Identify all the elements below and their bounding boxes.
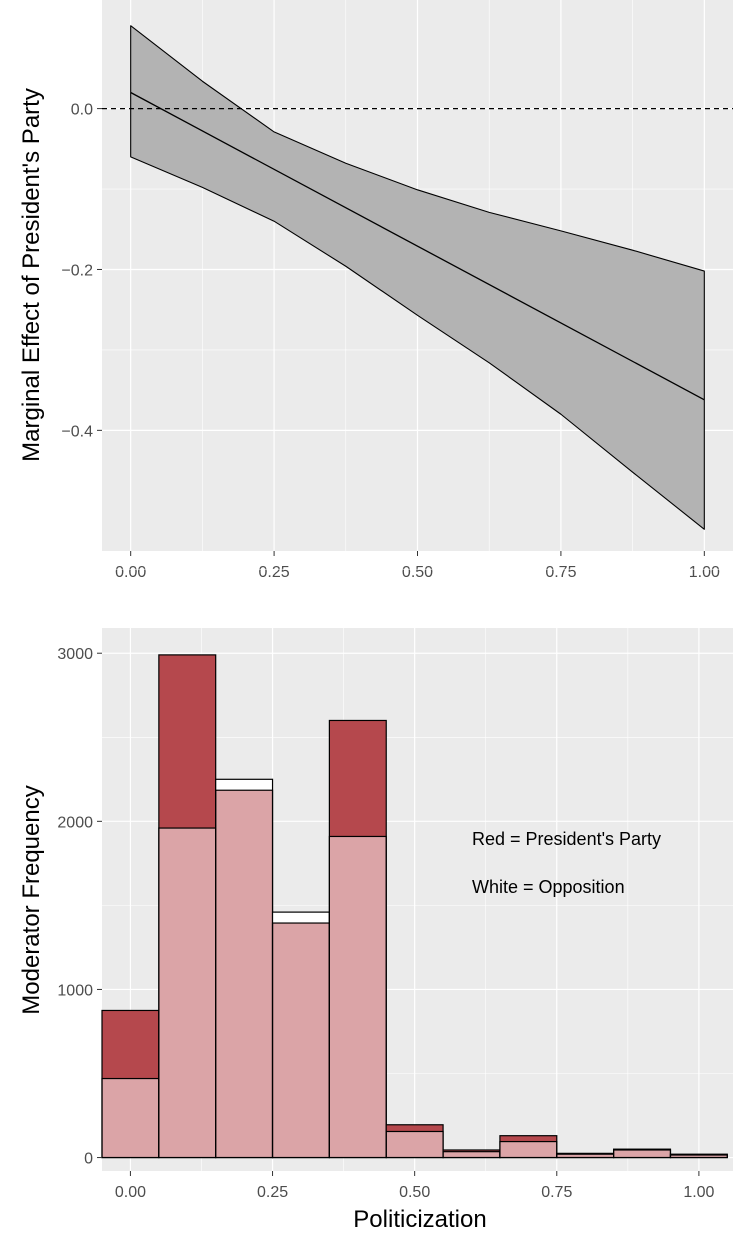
x-tick-label: 1.00 <box>689 564 720 581</box>
axis-ticks: 0.00 0.25 0.50 0.75 1.00 0 1000 2000 3000 <box>57 646 714 1201</box>
x-axis-title: Politicization <box>353 1206 486 1233</box>
opposition-bar-outline <box>499 1140 558 1159</box>
y-tick-label: 0 <box>84 1151 93 1168</box>
x-tick-label: 0.75 <box>545 564 576 581</box>
overlap-bar <box>158 828 216 1158</box>
y-axis-title: Moderator Frequency <box>18 785 45 1014</box>
opposition-bar-outline <box>385 1130 444 1159</box>
opposition-bar <box>215 779 273 791</box>
plot-data <box>102 25 733 530</box>
y-tick-label: 3000 <box>57 646 93 663</box>
x-tick-label: 0.50 <box>402 564 433 581</box>
x-tick-label: 0.25 <box>257 1184 288 1201</box>
x-tick-label: 0.50 <box>399 1184 430 1201</box>
legend-note-white: White = Opposition <box>472 877 625 897</box>
confidence-band <box>130 25 705 530</box>
president-party-bar <box>386 1124 444 1132</box>
president-party-bar <box>158 654 216 829</box>
president-party-bar <box>102 1010 159 1079</box>
x-tick-label: 1.00 <box>683 1184 714 1201</box>
x-tick-label: 0.25 <box>259 564 290 581</box>
y-tick-label: −0.2 <box>61 262 93 279</box>
opposition-bar-outline <box>328 835 387 1159</box>
president-party-bar <box>329 720 387 837</box>
x-tick-label: 0.00 <box>115 1184 146 1201</box>
overlap-bar <box>670 1155 728 1158</box>
overlap-bar <box>272 923 330 1158</box>
legend-note-red: Red = President's Party <box>472 829 661 849</box>
x-tick-label: 0.00 <box>115 564 146 581</box>
y-tick-label: 0.0 <box>71 102 93 119</box>
moderator-histogram-panel: 0.00 0.25 0.50 0.75 1.00 0 1000 2000 3000 Red = … <box>18 568 733 1233</box>
axis-ticks: 0.00 0.25 0.50 0.75 1.00 0.0 −0.2 −0.4 <box>61 102 720 581</box>
y-tick-label: −0.4 <box>61 423 93 440</box>
overlap-bar <box>215 790 273 1158</box>
x-tick-label: 0.75 <box>541 1184 572 1201</box>
overlap-bar <box>329 836 387 1158</box>
y-tick-label: 1000 <box>57 982 93 999</box>
opposition-bar <box>272 912 330 924</box>
histogram-bars <box>101 654 728 1159</box>
president-party-bar <box>443 1149 500 1152</box>
y-tick-label: 2000 <box>57 814 93 831</box>
marginal-effect-panel: 0.00 0.25 0.50 0.75 1.00 0.0 −0.2 −0.4 Marginal… <box>18 0 733 581</box>
y-axis-title: Marginal Effect of President's Party <box>18 88 45 462</box>
overlap-bar <box>499 1141 557 1158</box>
overlap-bar <box>386 1131 444 1158</box>
president-party-bar <box>499 1135 557 1142</box>
overlap-bar <box>556 1154 614 1158</box>
overlap-bar <box>443 1151 500 1158</box>
overlap-bar <box>613 1149 671 1158</box>
overlap-bar <box>102 1078 159 1158</box>
estimate-line <box>130 91 705 401</box>
opposition-bar-outline <box>669 1154 728 1159</box>
